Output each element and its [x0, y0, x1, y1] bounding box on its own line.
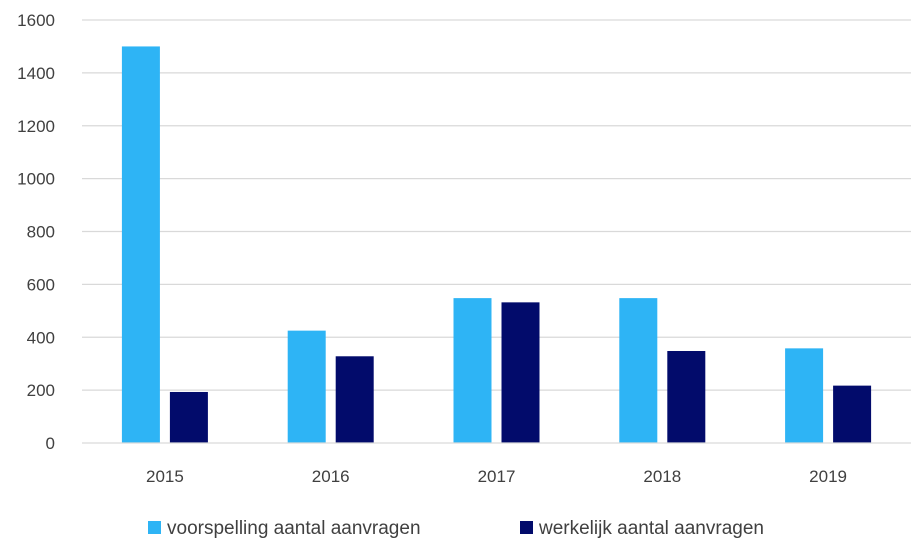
x-tick-label: 2018 — [643, 467, 681, 486]
y-tick-label: 600 — [27, 275, 55, 294]
legend-swatch — [148, 521, 161, 534]
bar-werkelijk-2016 — [335, 356, 374, 443]
x-tick-label: 2017 — [478, 467, 516, 486]
x-tick-label: 2016 — [312, 467, 350, 486]
y-tick-label: 400 — [27, 328, 55, 347]
bar-werkelijk-2018 — [667, 350, 706, 443]
y-tick-label: 0 — [46, 434, 55, 453]
bar-voorspelling-2017 — [453, 298, 492, 443]
bar-werkelijk-2019 — [833, 385, 872, 443]
y-tick-label: 1600 — [17, 11, 55, 30]
bars — [121, 46, 872, 443]
y-tick-label: 1400 — [17, 64, 55, 83]
x-tick-label: 2015 — [146, 467, 184, 486]
x-axis-ticks: 2015 2016 2017 2018 2019 — [146, 467, 847, 486]
bar-werkelijk-2017 — [501, 302, 540, 443]
bar-voorspelling-2019 — [785, 348, 824, 443]
gridlines — [82, 19, 911, 391]
bar-voorspelling-2016 — [287, 330, 326, 443]
legend-swatch — [520, 521, 533, 534]
y-tick-label: 1000 — [17, 170, 55, 189]
y-tick-label: 1200 — [17, 117, 55, 136]
legend-label: werkelijk aantal aanvragen — [538, 518, 764, 539]
y-axis-ticks: 0 200 400 600 800 1000 1200 1400 1600 — [17, 11, 55, 453]
y-tick-label: 800 — [27, 223, 55, 242]
x-tick-label: 2019 — [809, 467, 847, 486]
bar-voorspelling-2015 — [121, 46, 160, 443]
legend-label: voorspelling aantal aanvragen — [167, 518, 421, 539]
bar-voorspelling-2018 — [619, 298, 658, 443]
legend: voorspelling aantal aanvragen werkelijk a… — [148, 518, 764, 539]
bar-werkelijk-2015 — [169, 391, 208, 443]
y-tick-label: 200 — [27, 381, 55, 400]
